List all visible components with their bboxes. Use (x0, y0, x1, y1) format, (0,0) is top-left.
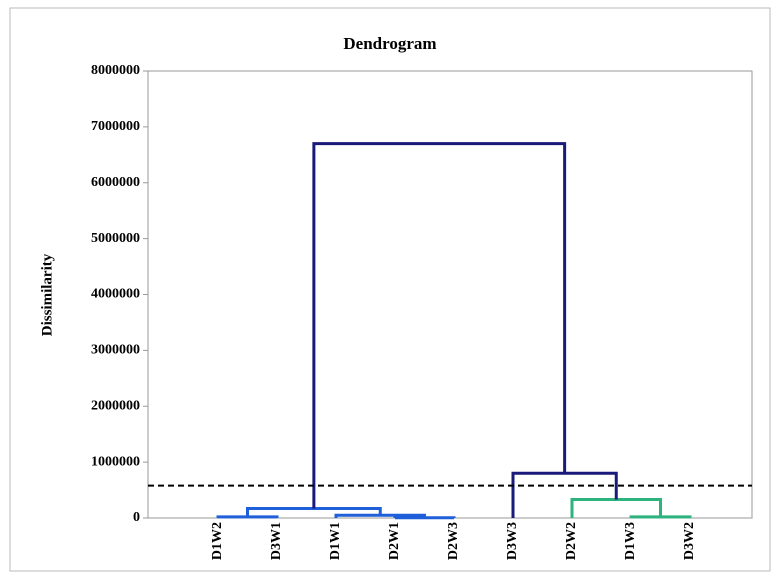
y-tick-label: 1000000 (91, 454, 140, 469)
dendrogram-link (312, 142, 567, 509)
chart-title: Dendrogram (343, 34, 436, 53)
y-tick-label: 6000000 (91, 175, 140, 190)
chart-frame (9, 7, 771, 572)
plot-area (147, 70, 753, 519)
x-tick-label: D2W1 (387, 522, 402, 560)
x-tick-label: D2W3 (446, 522, 461, 560)
x-tick-label: D3W2 (682, 522, 697, 560)
y-tick-label: 2000000 (91, 398, 140, 413)
y-tick-label: 5000000 (91, 231, 140, 246)
dendrogram-link (570, 498, 662, 518)
x-tick-label: D1W2 (210, 522, 225, 560)
y-tick-label: 8000000 (91, 63, 140, 78)
y-tick-label: 3000000 (91, 343, 140, 358)
x-tick-label: D2W2 (564, 522, 579, 560)
dendrogram-link (629, 515, 692, 519)
dendrogram-link (511, 471, 618, 518)
x-tick-label: D1W3 (623, 522, 638, 560)
dendrogram-link (216, 515, 279, 519)
y-tick-label: 4000000 (91, 287, 140, 302)
x-tick-label: D3W3 (505, 522, 520, 560)
x-tick-label: D1W1 (328, 522, 343, 560)
y-tick-label: 7000000 (91, 119, 140, 134)
x-tick-label: D3W1 (269, 522, 284, 560)
y-axis-label: Dissimilarity (39, 253, 55, 336)
y-tick-label: 0 (133, 510, 140, 525)
